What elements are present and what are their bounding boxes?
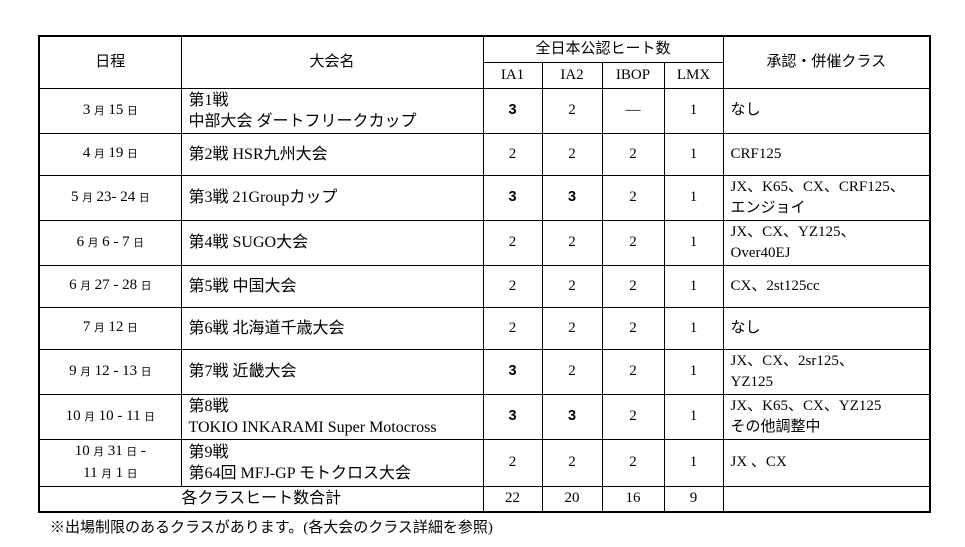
heat-count-cell: 2 <box>541 438 603 487</box>
col-header-heats-group: 全日本公認ヒート数 <box>482 35 724 63</box>
schedule-table: 日程 大会名 全日本公認ヒート数 承認・併催クラス IA1 IA2 IBOP LMX … <box>38 35 932 513</box>
date-cell: 5 月 23- 24 日 <box>38 174 182 221</box>
heat-count-cell: 3 <box>482 174 543 221</box>
date-cell: 6 月 27 - 28 日 <box>38 264 182 308</box>
classes-cell: JX、K65、CX、YZ125 その他調整中 <box>722 393 931 440</box>
heat-count-cell: 1 <box>663 264 724 308</box>
total-ibop: 16 <box>601 485 665 513</box>
col-header-event: 大会名 <box>180 35 484 89</box>
col-header-classes: 承認・併催クラス <box>722 35 931 89</box>
heat-count-cell: 1 <box>663 132 724 176</box>
heat-count-cell: 2 <box>601 438 665 487</box>
table-row: 9 月 12 - 13 日第7戦 近畿大会 3 2 2 1 JX、CX、2sr125、 YZ… <box>38 348 931 395</box>
event-name-cell: 第7戦 近畿大会 <box>180 348 484 395</box>
classes-cell: JX、CX、YZ125、 Over40EJ <box>722 219 931 266</box>
col-header-ia2: IA2 <box>541 61 603 89</box>
event-name-cell: 第1戦 中部大会 ダートフリークカップ <box>180 87 484 134</box>
table-row: 10 月 31 日 -11 月 1 日第9戦 第64回 MFJ-GP モトクロス大… <box>38 438 931 487</box>
heat-count-cell: 2 <box>541 306 603 350</box>
heat-count-cell: 2 <box>601 264 665 308</box>
table-row: 7 月 12 日第6戦 北海道千歳大会 2 2 2 1 なし <box>38 306 931 350</box>
heat-count-cell: 2 <box>541 264 603 308</box>
total-ia1: 22 <box>482 485 543 513</box>
heat-count-cell: 2 <box>541 348 603 395</box>
heat-count-cell: 2 <box>541 87 603 134</box>
table-row: 6 月 27 - 28 日第5戦 中国大会 2 2 2 1 CX、2st125cc <box>38 264 931 308</box>
classes-cell: CRF125 <box>722 132 931 176</box>
heat-count-cell: 3 <box>541 174 603 221</box>
heat-count-cell: 3 <box>482 348 543 395</box>
heat-count-cell: 1 <box>663 438 724 487</box>
heat-count-cell: 2 <box>482 219 543 266</box>
heat-count-cell: 2 <box>601 174 665 221</box>
classes-cell: なし <box>722 306 931 350</box>
heat-count-cell: 1 <box>663 306 724 350</box>
heat-count-cell: 2 <box>541 132 603 176</box>
table-row: 4 月 19 日第2戦 HSR九州大会 2 2 2 1 CRF125 <box>38 132 931 176</box>
totals-empty-cell <box>722 485 931 513</box>
event-name-cell: 第6戦 北海道千歳大会 <box>180 306 484 350</box>
totals-label: 各クラスヒート数合計 <box>38 485 484 513</box>
classes-cell: JX 、CX <box>722 438 931 487</box>
heat-count-cell: 3 <box>482 87 543 134</box>
col-header-date: 日程 <box>38 35 182 89</box>
header-row-top: 日程 大会名 全日本公認ヒート数 承認・併催クラス <box>38 35 931 89</box>
heat-count-cell: 2 <box>601 348 665 395</box>
date-cell: 10 月 10 - 11 日 <box>38 393 182 440</box>
totals-row: 各クラスヒート数合計 22 20 16 9 <box>38 485 931 513</box>
heat-count-cell: 1 <box>663 174 724 221</box>
event-name-cell: 第3戦 21Groupカップ <box>180 174 484 221</box>
classes-cell: CX、2st125cc <box>722 264 931 308</box>
heat-count-cell: 1 <box>663 393 724 440</box>
col-header-ibop: IBOP <box>601 61 665 89</box>
table-row: 10 月 10 - 11 日第8戦 TOKIO INKARAMI Super Mo… <box>38 393 931 440</box>
date-cell: 6 月 6 - 7 日 <box>38 219 182 266</box>
heat-count-cell: 1 <box>663 348 724 395</box>
event-name-cell: 第9戦 第64回 MFJ-GP モトクロス大会 <box>180 438 484 487</box>
heat-count-cell: 2 <box>482 264 543 308</box>
event-name-cell: 第8戦 TOKIO INKARAMI Super Motocross <box>180 393 484 440</box>
heat-count-cell: 3 <box>482 393 543 440</box>
date-cell: 10 月 31 日 -11 月 1 日 <box>38 438 182 487</box>
heat-count-cell: 2 <box>601 393 665 440</box>
heat-count-cell: 1 <box>663 87 724 134</box>
header-row-heat-classes: IA1 IA2 IBOP LMX <box>39 61 930 89</box>
classes-cell: なし <box>722 87 931 134</box>
date-cell: 9 月 12 - 13 日 <box>38 348 182 395</box>
table-row: 3 月 15 日第1戦 中部大会 ダートフリークカップ 3 2—1 なし <box>38 87 931 134</box>
date-cell: 4 月 19 日 <box>38 132 182 176</box>
event-name-cell: 第4戦 SUGO大会 <box>180 219 484 266</box>
table-row: 5 月 23- 24 日第3戦 21Groupカップ 3 3 2 1 JX、K65、CX、… <box>38 174 931 221</box>
heat-count-cell: 2 <box>601 306 665 350</box>
date-cell: 7 月 12 日 <box>38 306 182 350</box>
heat-count-cell: 2 <box>601 132 665 176</box>
col-header-lmx: LMX <box>663 61 724 89</box>
heat-count-cell: 2 <box>482 306 543 350</box>
heat-count-cell: 2 <box>482 438 543 487</box>
heat-count-cell: 2 <box>601 219 665 266</box>
heat-count-cell: 2 <box>541 219 603 266</box>
heat-count-cell: 2 <box>482 132 543 176</box>
date-cell: 3 月 15 日 <box>38 87 182 134</box>
total-ia2: 20 <box>541 485 603 513</box>
classes-cell: JX、K65、CX、CRF125、 エンジョイ <box>722 174 931 221</box>
heat-count-cell: 3 <box>541 393 603 440</box>
heat-count-cell: 1 <box>663 219 724 266</box>
col-header-ia1: IA1 <box>482 61 543 89</box>
footnote: ※出場制限のあるクラスがあります。(各大会のクラス詳細を参照) <box>50 520 493 536</box>
table-row: 6 月 6 - 7 日第4戦 SUGO大会 2 2 2 1 JX、CX、YZ125、 Ove… <box>38 219 931 266</box>
classes-cell: JX、CX、2sr125、 YZ125 <box>722 348 931 395</box>
table-body: 3 月 15 日第1戦 中部大会 ダートフリークカップ 3 2—1 なし 4 月 19 日… <box>38 87 931 487</box>
heat-count-cell: — <box>601 87 665 134</box>
event-name-cell: 第5戦 中国大会 <box>180 264 484 308</box>
total-lmx: 9 <box>663 485 724 513</box>
event-name-cell: 第2戦 HSR九州大会 <box>180 132 484 176</box>
